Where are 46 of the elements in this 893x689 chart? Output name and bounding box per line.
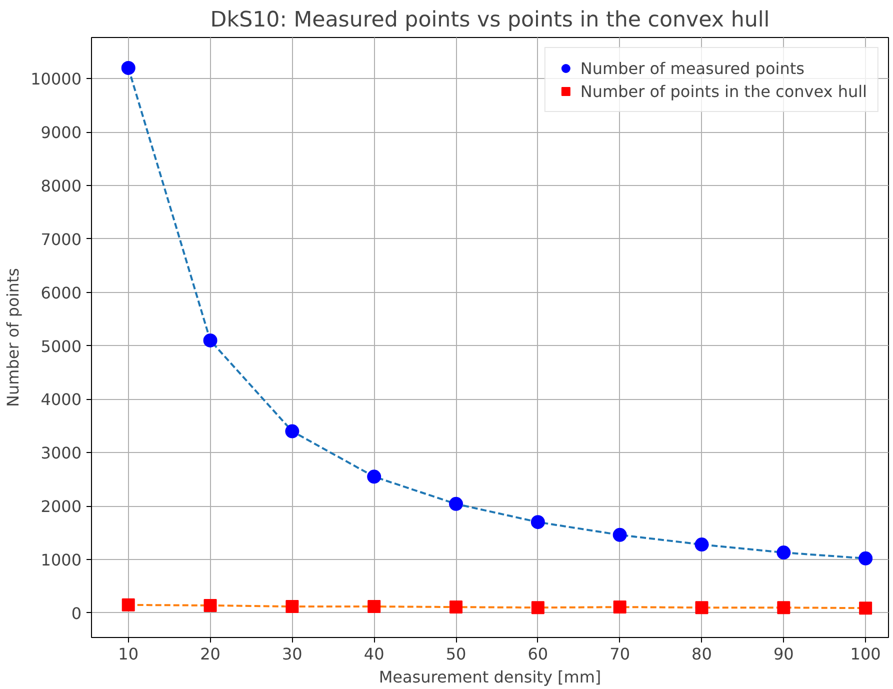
y-tick-label: 4000 <box>40 390 82 410</box>
point <box>613 600 626 614</box>
legend-label: Number of measured points <box>580 58 804 78</box>
point <box>531 601 544 614</box>
point <box>694 538 709 552</box>
point <box>858 551 873 566</box>
x-tick-label: 20 <box>200 644 220 664</box>
point <box>203 333 218 348</box>
y-tick-label: 3000 <box>40 444 82 463</box>
x-tick-label: 10 <box>118 644 139 664</box>
point <box>530 515 545 530</box>
point <box>859 602 872 615</box>
x-tick-label: 70 <box>610 644 630 664</box>
y-tick-label: 0 <box>71 604 82 623</box>
point <box>367 470 382 484</box>
x-tick-label: 100 <box>850 644 881 664</box>
point <box>121 60 136 75</box>
point <box>612 528 627 542</box>
y-tick-label: 1000 <box>40 550 82 570</box>
y-tick-label: 8000 <box>40 176 82 196</box>
x-tick-label: 60 <box>528 644 548 664</box>
x-tick-label: 80 <box>692 644 712 664</box>
y-tick-label: 7000 <box>40 230 82 249</box>
x-tick-label: 50 <box>446 644 466 664</box>
y-tick-label: 9000 <box>40 123 82 142</box>
point <box>285 424 300 438</box>
x-tick-label: 30 <box>282 644 302 664</box>
y-tick-label: 2000 <box>40 497 82 516</box>
chart-title: DkS10: Measured points vs points in the convex hull <box>210 8 770 32</box>
y-tick-label: 6000 <box>40 283 82 302</box>
legend-label: Number of points in the convex hull <box>580 82 867 100</box>
point <box>450 600 463 614</box>
point <box>368 600 381 614</box>
x-axis-title: Measurement density [mm] <box>378 668 602 686</box>
x-tick-label: 90 <box>773 644 794 664</box>
point <box>777 601 790 614</box>
point <box>122 598 135 612</box>
y-tick-label: 5000 <box>40 336 82 356</box>
point <box>286 600 299 614</box>
point <box>776 546 791 560</box>
point <box>449 496 464 511</box>
y-tick-label: 10000 <box>30 70 82 89</box>
x-tick-label: 40 <box>364 644 384 664</box>
point <box>204 598 217 612</box>
y-axis-title: Number of points <box>4 268 23 408</box>
point <box>695 601 708 614</box>
